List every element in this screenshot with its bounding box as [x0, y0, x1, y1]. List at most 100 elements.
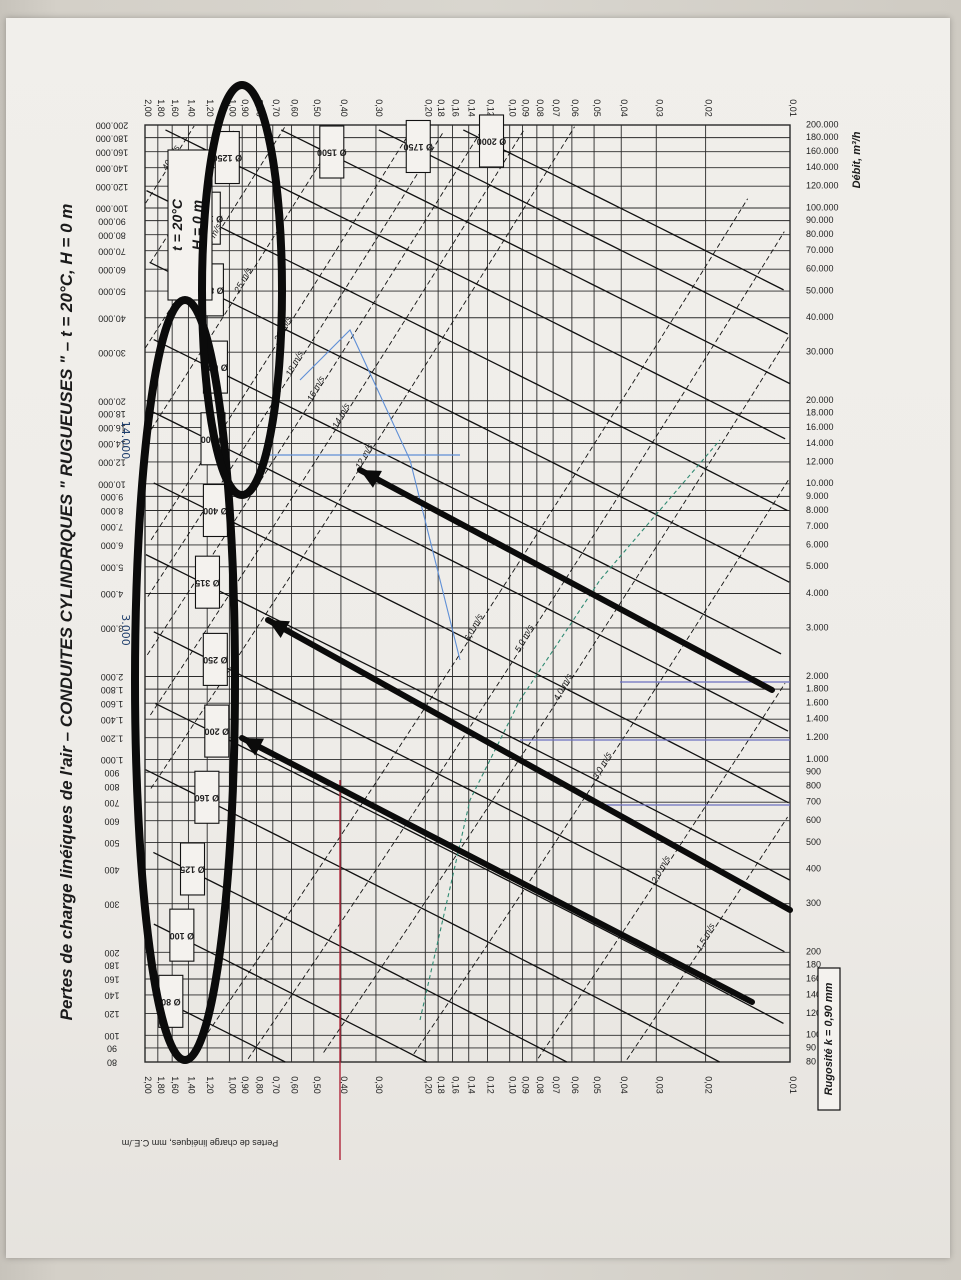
diameter-line	[153, 482, 789, 804]
x-tick-label: 30.000	[806, 347, 834, 357]
y-tick-label: 2,00	[143, 99, 153, 117]
x-tick-label: 200.000	[806, 119, 839, 129]
diameter-label-box	[319, 125, 345, 179]
diameter-label-box	[202, 483, 228, 538]
velocity-label: 16 m/s	[305, 374, 327, 403]
y-tick-label: 1,20	[205, 1076, 215, 1094]
x-tick-label: 8.000	[806, 505, 829, 515]
x-tick-label: 14.000	[806, 438, 834, 448]
x-tick-label: 10.000	[806, 478, 834, 488]
y-tick-label: 1,80	[156, 1076, 166, 1094]
diameter-label: Ø 160	[195, 793, 220, 803]
diameter-label-box	[204, 704, 230, 758]
x-tick-label: 12.000	[806, 456, 834, 466]
x-tick-label: 700	[104, 798, 119, 808]
handwritten-flow-left: 3.000	[119, 614, 132, 646]
x-tick-label: 1.200	[101, 733, 124, 743]
arrow-2-head	[268, 620, 290, 638]
x-tick-label: 18.000	[98, 409, 126, 419]
x-tick-label: 18.000	[806, 408, 834, 418]
y-tick-label: 0,90	[240, 1076, 250, 1094]
hand-annotations: 3.000 14.000	[119, 81, 793, 1160]
x-tick-label: 90	[806, 1042, 816, 1052]
y-tick-label: 0,04	[619, 1076, 629, 1094]
y-tick-label: 0,50	[312, 1076, 322, 1094]
diameter-line	[165, 129, 786, 440]
diameter-label: Ø 200	[205, 727, 230, 737]
x-tick-label: 50.000	[806, 285, 834, 295]
diameter-label-box	[405, 119, 431, 174]
y-tick-label: 0,60	[290, 99, 300, 117]
x-tick-label: 300	[104, 899, 119, 909]
x-tick-label: 50.000	[98, 287, 126, 297]
y-tick-label: 0,60	[290, 1076, 300, 1094]
y-tick-label: 1,60	[170, 1076, 180, 1094]
x-tick-label: 120	[806, 1008, 821, 1018]
y-tick-label: 0,08	[535, 99, 545, 117]
velocity-label: 12 m/s	[353, 442, 375, 471]
y-tick-label: 0,30	[374, 99, 384, 117]
y-tick-label: 0,18	[436, 1076, 446, 1094]
y-tick-label: 0,40	[339, 1076, 349, 1094]
x-tick-label: 120	[104, 1009, 119, 1019]
x-tick-label: 900	[104, 768, 119, 778]
x-tick-label: 1.600	[806, 698, 829, 708]
x-tick-label: 800	[806, 781, 821, 791]
x-tick-label: 60.000	[806, 264, 834, 274]
x-tick-label: 20.000	[806, 395, 834, 405]
y-tick-label: 0,07	[551, 1076, 561, 1094]
x-tick-label: 80.000	[806, 229, 834, 239]
handwritten-flow-top: 14.000	[119, 421, 132, 460]
diameter-line	[145, 554, 791, 881]
diameter-label: Ø 2000	[477, 137, 507, 147]
x-tick-label: 5.000	[101, 562, 124, 572]
x-tick-label: 3.000	[806, 622, 829, 632]
diameter-label: Ø 125	[180, 865, 205, 875]
x-tick-label: 160	[806, 973, 821, 983]
conditions-temperature: t = 20°C	[169, 198, 185, 251]
diameter-label-box	[202, 632, 228, 686]
y-tick-label: 0,20	[423, 1076, 433, 1094]
y-tick-label: 0,12	[485, 99, 495, 117]
x-tick-label: 120.000	[806, 181, 839, 191]
chart-title: Pertes de charge linéiques de l'air – CO…	[57, 204, 76, 1021]
x-tick-label: 9.000	[806, 491, 829, 501]
y-tick-label: 0,70	[271, 99, 281, 117]
velocity-line	[626, 816, 788, 1060]
x-tick-label: 40.000	[98, 313, 126, 323]
x-tick-label: 700	[806, 797, 821, 807]
velocity-label: 14 m/s	[330, 401, 352, 430]
arrow-3-head	[242, 738, 264, 756]
y-tick-label: 0,70	[271, 1076, 281, 1094]
y-tick-label: 0,90	[240, 99, 250, 117]
diameter-line	[155, 702, 784, 1024]
x-tick-label: 100.000	[806, 202, 839, 212]
diameter-line	[149, 261, 790, 583]
diameter-line	[462, 129, 784, 291]
x-tick-label: 500	[806, 837, 821, 847]
x-tick-label: 70.000	[806, 245, 834, 255]
marker-ellipse-left	[131, 296, 239, 1064]
velocity-line	[413, 480, 789, 1055]
x-tick-label: 1.800	[806, 684, 829, 694]
x-tick-label: 1.000	[101, 755, 124, 765]
x-tick-label: 80	[806, 1056, 816, 1066]
diameter-label: Ø 250	[203, 655, 228, 665]
x-tick-label: 9.000	[101, 492, 124, 502]
x-tick-label: 800	[104, 782, 119, 792]
x-tick-label: 16.000	[806, 422, 834, 432]
y-tick-label: 0,10	[508, 99, 518, 117]
grid-lines	[144, 124, 791, 1063]
diameter-label: Ø 400	[203, 506, 228, 516]
x-tick-label: 1.000	[806, 754, 829, 764]
diameter-label: Ø 100	[170, 931, 195, 941]
y-tick-label: 0,06	[570, 1076, 580, 1094]
x-tick-label: 140	[806, 989, 821, 999]
diameter-label-box	[194, 770, 220, 824]
x-tick-label: 1.600	[101, 699, 124, 709]
y-axis-label: Pertes de charge linéiques, mm C.E./m	[122, 1138, 279, 1148]
velocity-line	[247, 231, 785, 1060]
x-tick-label: 180.000	[96, 133, 129, 143]
x-tick-label: 90.000	[98, 216, 126, 226]
x-tick-label: 140	[104, 991, 119, 1001]
